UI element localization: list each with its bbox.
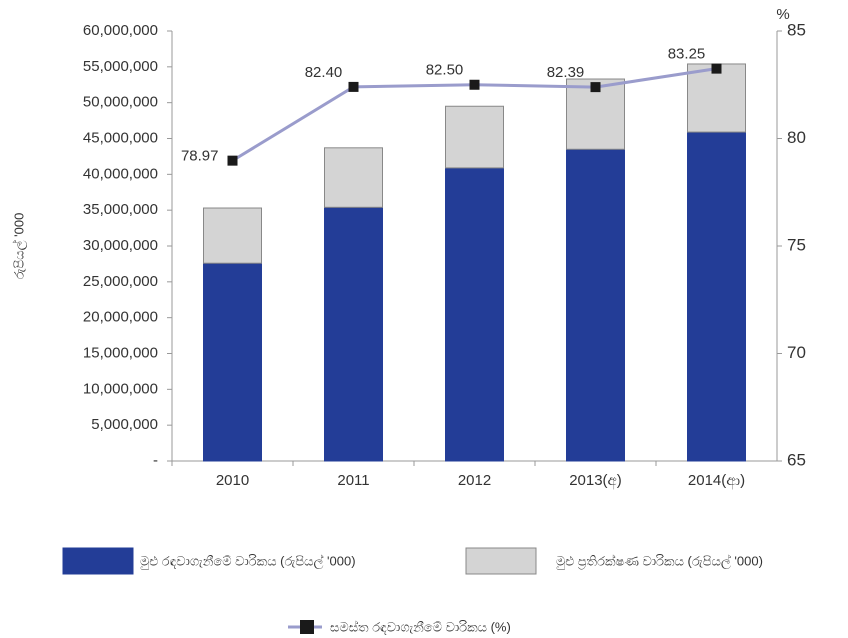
y-tick-label: 5,000,000 bbox=[91, 416, 158, 433]
marker bbox=[590, 82, 601, 93]
y-tick-label: 15,000,000 bbox=[83, 344, 158, 361]
bar bbox=[203, 262, 262, 462]
x-tick-label: 2012 bbox=[458, 472, 491, 489]
y-tick-label: 40,000,000 bbox=[83, 165, 158, 182]
bar bbox=[566, 148, 625, 462]
y-tick-label: 25,000,000 bbox=[83, 273, 158, 290]
y2-tick-label: 65 bbox=[787, 450, 806, 469]
y-tick-label: 35,000,000 bbox=[83, 201, 158, 218]
y2-tick-label: 80 bbox=[787, 128, 806, 147]
data-label: 82.50 bbox=[426, 62, 464, 79]
x-tick-label: 2014(ආ) bbox=[688, 472, 745, 490]
data-label: 78.97 bbox=[181, 148, 219, 165]
bar bbox=[445, 167, 504, 462]
bar bbox=[445, 105, 504, 169]
y2-tick-label: 70 bbox=[787, 343, 806, 362]
y-tick-label: - bbox=[153, 452, 158, 469]
y-tick-label: 60,000,000 bbox=[83, 22, 158, 39]
marker bbox=[227, 155, 238, 166]
y-tick-label: 55,000,000 bbox=[83, 58, 158, 75]
bar bbox=[324, 206, 383, 462]
y2-axis-title: % bbox=[776, 6, 789, 23]
marker bbox=[469, 79, 480, 90]
y-tick-label: 10,000,000 bbox=[83, 380, 158, 397]
marker bbox=[348, 81, 359, 92]
y-tick-label: 50,000,000 bbox=[83, 94, 158, 111]
x-tick-label: 2010 bbox=[216, 472, 249, 489]
legend-marker bbox=[300, 620, 314, 634]
legend-swatch bbox=[62, 547, 134, 575]
bar bbox=[687, 63, 746, 133]
bar bbox=[687, 131, 746, 462]
y2-tick-label: 85 bbox=[787, 20, 806, 39]
bar bbox=[324, 147, 383, 208]
marker bbox=[711, 63, 722, 74]
y-tick-label: 45,000,000 bbox=[83, 129, 158, 146]
y-tick-label: 30,000,000 bbox=[83, 237, 158, 254]
y-tick-label: 20,000,000 bbox=[83, 309, 158, 326]
legend-swatch bbox=[465, 547, 537, 575]
y-axis-title: රුපියල් '000 bbox=[11, 213, 27, 280]
legend-label: මුළු රඳවාගැනීමේ වාරිකය (රුපියල් '000) bbox=[140, 553, 356, 569]
legend-label: සමස්ත රඳවාගැනීමේ වාරිකය (%) bbox=[330, 619, 511, 635]
x-tick-label: 2013(අ) bbox=[569, 472, 622, 490]
data-label: 83.25 bbox=[668, 46, 706, 63]
data-label: 82.39 bbox=[547, 64, 585, 81]
legend-label: මුළු ප්‍රතිරක්ෂණ වාරිකය (රුපියල් '000) bbox=[556, 553, 763, 569]
x-tick-label: 2011 bbox=[337, 472, 369, 489]
data-label: 82.40 bbox=[305, 64, 343, 81]
y2-tick-label: 75 bbox=[787, 235, 806, 254]
bar bbox=[203, 207, 262, 264]
